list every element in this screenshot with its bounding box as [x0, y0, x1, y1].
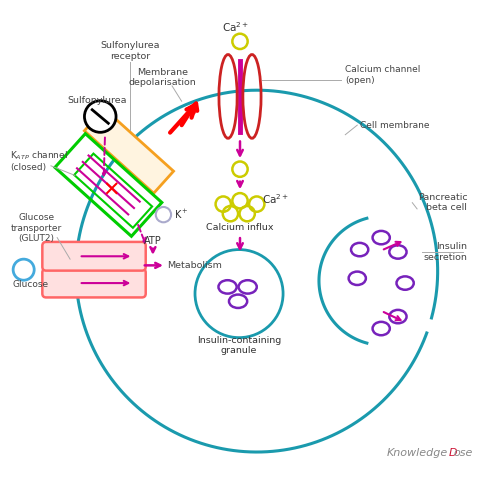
Text: K$_{ATP}$ channel
(closed): K$_{ATP}$ channel (closed)	[10, 150, 68, 172]
Text: Knowledge: Knowledge	[387, 448, 448, 458]
Text: D: D	[449, 448, 458, 458]
Text: Sulfonylurea: Sulfonylurea	[68, 96, 127, 105]
Text: ose: ose	[454, 448, 473, 458]
Text: Ca$^{2+}$: Ca$^{2+}$	[222, 20, 249, 34]
Text: Metabolism: Metabolism	[167, 261, 222, 270]
Text: Glucose: Glucose	[12, 279, 49, 288]
FancyBboxPatch shape	[42, 269, 146, 298]
Text: Insulin
secretion: Insulin secretion	[423, 242, 468, 262]
Text: Cell membrane: Cell membrane	[360, 120, 429, 130]
Text: Pancreatic
beta cell: Pancreatic beta cell	[418, 193, 468, 212]
Text: Sulfonylurea
receptor: Sulfonylurea receptor	[100, 41, 160, 60]
Text: ATP: ATP	[144, 236, 162, 246]
Text: Calcium influx: Calcium influx	[206, 223, 274, 231]
Polygon shape	[84, 109, 174, 193]
Text: Calcium channel
(open): Calcium channel (open)	[345, 65, 420, 84]
Text: K$^+$: K$^+$	[174, 208, 189, 221]
Text: Membrane
depolarisation: Membrane depolarisation	[129, 68, 196, 87]
Text: Glucose
transporter
(GLUT2): Glucose transporter (GLUT2)	[11, 213, 62, 243]
Circle shape	[84, 101, 116, 132]
Text: Ca$^{2+}$: Ca$^{2+}$	[262, 192, 288, 206]
Text: ✕: ✕	[102, 180, 120, 201]
Text: Insulin-containing
granule: Insulin-containing granule	[197, 336, 281, 355]
FancyBboxPatch shape	[42, 242, 146, 271]
